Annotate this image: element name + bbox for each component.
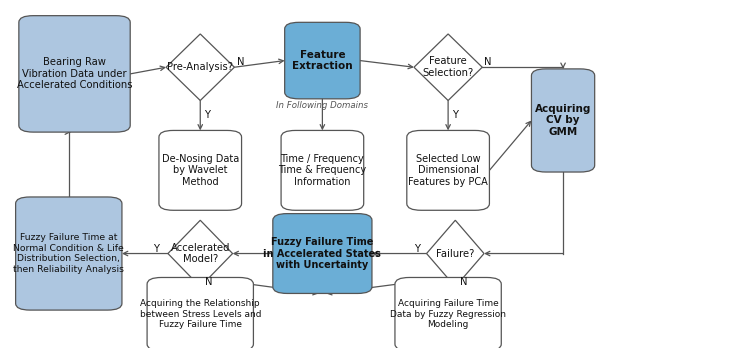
Text: Time / Frequency
Time & Frequency
Information: Time / Frequency Time & Frequency Inform…	[278, 154, 367, 187]
Text: Feature
Extraction: Feature Extraction	[292, 50, 353, 71]
Text: Pre-Analysis?: Pre-Analysis?	[167, 62, 233, 72]
FancyBboxPatch shape	[531, 69, 595, 172]
Polygon shape	[168, 220, 233, 287]
Text: Failure?: Failure?	[436, 248, 475, 259]
FancyBboxPatch shape	[284, 22, 360, 99]
FancyBboxPatch shape	[147, 277, 254, 348]
Text: Selected Low
Dimensional
Features by PCA: Selected Low Dimensional Features by PCA	[408, 154, 488, 187]
FancyBboxPatch shape	[281, 130, 364, 210]
FancyBboxPatch shape	[159, 130, 241, 210]
FancyBboxPatch shape	[395, 277, 502, 348]
Text: N: N	[459, 277, 467, 287]
Text: Y: Y	[413, 244, 420, 254]
Text: De-Nosing Data
by Wavelet
Method: De-Nosing Data by Wavelet Method	[162, 154, 239, 187]
FancyBboxPatch shape	[407, 130, 489, 210]
Text: Fuzzy Failure Time at
Normal Condition & Life
Distribution Selection,
then Relia: Fuzzy Failure Time at Normal Condition &…	[13, 234, 124, 274]
Polygon shape	[166, 34, 235, 101]
FancyBboxPatch shape	[15, 197, 122, 310]
Text: Fuzzy Failure Time
in Accelerated States
with Uncertainty: Fuzzy Failure Time in Accelerated States…	[263, 237, 381, 270]
Polygon shape	[426, 220, 484, 287]
Text: N: N	[484, 57, 492, 67]
Text: In Following Domains: In Following Domains	[276, 101, 368, 110]
Text: Acquiring the Relationship
between Stress Levels and
Fuzzy Failure Time: Acquiring the Relationship between Stres…	[139, 299, 261, 329]
Text: Y: Y	[205, 110, 211, 120]
Text: Accelerated
Model?: Accelerated Model?	[171, 243, 230, 264]
Text: N: N	[236, 57, 244, 67]
Text: N: N	[205, 277, 212, 287]
Text: Y: Y	[154, 244, 160, 254]
Text: Acquiring
CV by
GMM: Acquiring CV by GMM	[535, 104, 591, 137]
FancyBboxPatch shape	[19, 16, 130, 132]
Text: Feature
Selection?: Feature Selection?	[423, 56, 474, 78]
FancyBboxPatch shape	[273, 214, 372, 293]
Text: Y: Y	[453, 110, 459, 120]
Text: Bearing Raw
Vibration Data under
Accelerated Conditions: Bearing Raw Vibration Data under Acceler…	[17, 57, 132, 90]
Text: Acquiring Failure Time
Data by Fuzzy Regression
Modeling: Acquiring Failure Time Data by Fuzzy Reg…	[390, 299, 506, 329]
Polygon shape	[414, 34, 483, 101]
